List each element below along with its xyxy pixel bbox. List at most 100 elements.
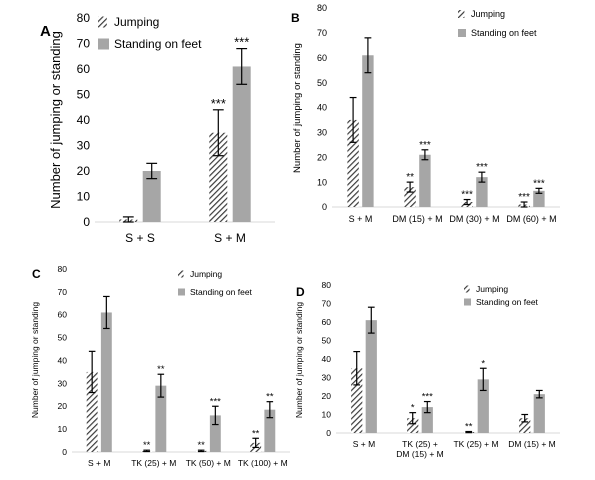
- bar-standing: [155, 385, 167, 452]
- x-tick-label: S + M: [349, 214, 373, 224]
- y-tick-label: 30: [322, 372, 332, 382]
- bar-standing: [476, 177, 488, 207]
- significance-label: **: [266, 392, 274, 403]
- significance-label: ***: [419, 140, 431, 151]
- y-tick-label: 30: [58, 378, 68, 388]
- significance-label: ***: [210, 396, 221, 407]
- panel-label: C: [32, 267, 41, 281]
- significance-label: ***: [211, 96, 226, 111]
- legend: Jumping Standing on feet: [458, 9, 537, 38]
- x-tick-label-line: DM (15) + M: [396, 449, 443, 459]
- bar-standing: [421, 407, 433, 433]
- legend-label-jumping: Jumping: [471, 9, 505, 19]
- y-tick-label: 80: [322, 280, 332, 290]
- y-tick-label: 70: [322, 298, 332, 308]
- y-tick-label: 30: [317, 128, 327, 138]
- significance-label: **: [252, 428, 260, 439]
- y-tick-label: 20: [317, 152, 327, 162]
- y-tick-label: 40: [58, 355, 68, 365]
- bar-jumping: [407, 418, 419, 433]
- significance-label: ***: [461, 190, 473, 201]
- y-tick-label: 40: [317, 103, 327, 113]
- y-tick-label: 10: [58, 424, 68, 434]
- bar-standing: [533, 190, 545, 207]
- legend-swatch-jumping: [458, 10, 465, 18]
- y-axis-label: Number of jumping or standing: [294, 302, 304, 419]
- bar-standing: [365, 320, 377, 433]
- y-tick-label: 10: [322, 409, 332, 419]
- legend-label-standing: Standing on feet: [114, 37, 202, 51]
- bar-standing: [477, 379, 489, 433]
- legend-swatch-standing: [464, 298, 471, 306]
- x-tick-label-line: TK (25) +: [402, 439, 438, 449]
- bar-jumping: [519, 418, 531, 433]
- legend-swatch-standing: [98, 38, 109, 50]
- legend: Jumping Standing on feet: [178, 269, 253, 297]
- legend-label-jumping: Jumping: [114, 15, 159, 29]
- y-tick-label: 0: [83, 215, 90, 229]
- bar-standing: [362, 55, 374, 208]
- legend-label-standing: Standing on feet: [476, 297, 539, 307]
- y-tick-label: 50: [322, 335, 332, 345]
- panel-label: B: [291, 11, 300, 25]
- bar-standing: [209, 415, 221, 452]
- legend: Jumping Standing on feet: [464, 284, 539, 307]
- y-tick-label: 80: [317, 3, 327, 13]
- x-tick-label: TK (25) + DM (15) + M: [396, 439, 443, 459]
- x-tick-label: TK (50) + M: [186, 458, 231, 468]
- y-tick-label: 60: [58, 310, 68, 320]
- bar-jumping: [351, 368, 363, 433]
- panel-d: D Number of jumping or standing 0 10 20 30 40 5…: [294, 280, 560, 459]
- panel-label: A: [40, 23, 51, 40]
- x-tick-label: S + S: [125, 231, 155, 245]
- x-tick-label: S + M: [353, 439, 375, 449]
- legend-label-standing: Standing on feet: [471, 28, 537, 38]
- legend-swatch-jumping: [178, 270, 184, 278]
- y-tick-label: 80: [77, 11, 91, 25]
- y-tick-label: 40: [77, 113, 91, 127]
- significance-label: **: [465, 422, 473, 433]
- legend-label-jumping: Jumping: [190, 269, 222, 279]
- panel-label: D: [296, 285, 305, 299]
- x-tick-label: TK (100) + M: [238, 458, 288, 468]
- significance-label: ***: [476, 162, 488, 173]
- bar-standing: [142, 171, 161, 222]
- x-tick-label: TK (25) + M: [131, 458, 176, 468]
- x-tick-label: S + M: [88, 458, 110, 468]
- significance-label: *: [481, 358, 485, 369]
- y-tick-label: 10: [77, 190, 91, 204]
- y-tick-label: 0: [62, 447, 67, 457]
- significance-label: **: [197, 440, 205, 451]
- legend-swatch-jumping: [464, 285, 470, 293]
- legend-swatch-standing: [458, 29, 466, 37]
- bar-jumping: [347, 119, 359, 207]
- significance-label: **: [406, 172, 414, 183]
- y-tick-label: 0: [322, 202, 327, 212]
- y-tick-label: 70: [58, 287, 68, 297]
- y-tick-label: 70: [317, 28, 327, 38]
- significance-label: ***: [533, 178, 545, 189]
- y-tick-label: 20: [58, 401, 68, 411]
- significance-label: ***: [422, 392, 433, 403]
- bar-standing: [533, 394, 545, 433]
- panel-b: B Number of jumping or standing 0 10 20 30 40 5…: [291, 3, 560, 224]
- y-tick-label: 20: [77, 164, 91, 178]
- significance-label: *: [411, 403, 415, 414]
- bar-standing: [100, 312, 112, 452]
- bar-standing: [419, 154, 431, 207]
- y-tick-label: 60: [77, 62, 91, 76]
- bar-standing: [264, 409, 276, 452]
- y-tick-label: 50: [77, 88, 91, 102]
- significance-label: ***: [234, 35, 249, 50]
- legend-label-standing: Standing on feet: [190, 287, 253, 297]
- y-tick-label: 50: [58, 333, 68, 343]
- x-tick-label: S + M: [214, 231, 246, 245]
- y-axis-label: Number of jumping or standing: [48, 31, 63, 209]
- y-axis-label: Number of jumping or standing: [30, 302, 40, 419]
- y-tick-label: 0: [326, 428, 331, 438]
- legend-label-jumping: Jumping: [476, 284, 508, 294]
- y-tick-label: 70: [77, 37, 91, 51]
- legend-swatch-standing: [178, 288, 185, 296]
